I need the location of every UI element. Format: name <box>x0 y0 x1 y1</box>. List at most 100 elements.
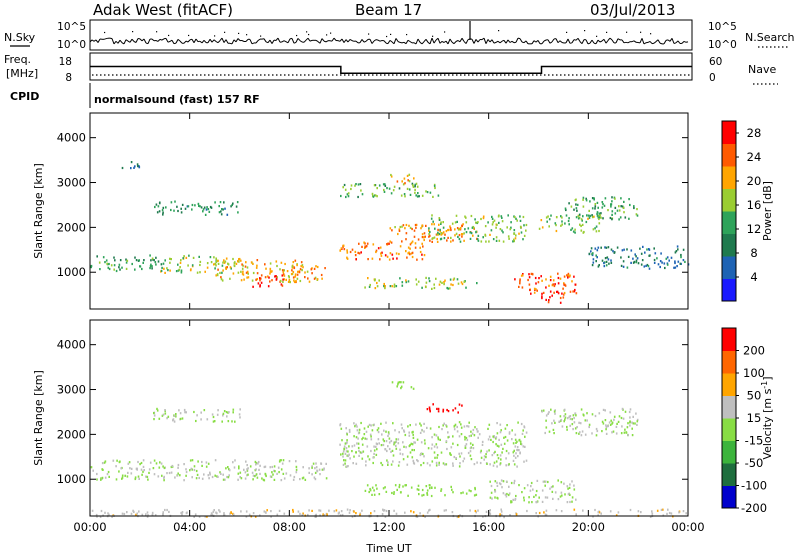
scatter-point <box>572 428 574 431</box>
scatter-point <box>108 475 110 478</box>
scatter-point <box>239 416 241 419</box>
scatter-point <box>564 418 566 421</box>
scatter-point <box>580 224 582 228</box>
scatter-point <box>191 264 194 267</box>
scatter-point <box>373 445 375 448</box>
scatter-point <box>125 258 127 261</box>
scatter-point <box>501 220 504 223</box>
scatter-point <box>595 434 598 437</box>
scatter-point <box>474 426 476 429</box>
scatter-point <box>282 472 285 475</box>
scatter-point <box>405 446 407 449</box>
scatter-point <box>112 459 115 462</box>
scatter-point <box>425 276 427 279</box>
scatter-point <box>629 203 631 207</box>
scatter-point <box>413 449 415 452</box>
scatter-point <box>549 487 551 490</box>
scatter-point <box>232 257 234 261</box>
noise-dot <box>104 31 106 34</box>
scatter-point <box>203 206 206 209</box>
scatter-point <box>601 420 604 423</box>
scatter-point <box>579 431 581 434</box>
scatter-point <box>574 427 577 430</box>
scatter-point <box>193 465 196 468</box>
scatter-point <box>623 248 625 251</box>
scatter-point <box>374 194 377 197</box>
scatter-point <box>646 263 649 267</box>
scatter-point <box>358 252 361 255</box>
scatter-point <box>161 266 163 269</box>
scatter-point <box>256 264 258 267</box>
scatter-point <box>563 282 565 285</box>
scatter-point <box>546 220 548 223</box>
scatter-point <box>356 442 358 445</box>
scatter-point <box>159 201 161 204</box>
scatter-point <box>496 432 499 435</box>
scatter-point <box>130 467 133 470</box>
scatter-point <box>223 201 225 204</box>
scatter-point <box>339 443 341 446</box>
noise-dot <box>306 31 308 33</box>
scatter-point <box>500 513 503 516</box>
scatter-point <box>477 221 479 224</box>
noise-panel-frame <box>89 19 693 51</box>
scatter-point <box>470 232 473 235</box>
scatter-point <box>246 270 249 273</box>
scatter-point <box>561 292 563 295</box>
scatter-point <box>577 214 580 217</box>
scatter-point <box>318 509 320 512</box>
scatter-point <box>498 221 500 224</box>
noise-segment <box>183 40 187 44</box>
scatter-point <box>232 272 235 275</box>
scatter-point <box>621 205 624 208</box>
scatter-point <box>388 437 391 440</box>
scatter-point <box>476 428 478 431</box>
scatter-point <box>383 429 385 432</box>
scatter-point <box>522 215 525 219</box>
noise-segment <box>593 42 597 45</box>
scatter-point <box>499 463 501 466</box>
scatter-point <box>548 218 551 221</box>
scatter-point <box>414 441 416 444</box>
scatter-point <box>456 425 458 429</box>
scatter-point <box>411 443 414 446</box>
scatter-point <box>344 452 347 455</box>
scatter-point <box>238 258 240 261</box>
scatter-point <box>321 277 323 280</box>
scatter-point <box>154 261 157 264</box>
scatter-point <box>489 233 491 236</box>
scatter-point <box>410 442 413 445</box>
scatter-point <box>403 430 406 433</box>
scatter-point <box>503 516 505 519</box>
scatter-point <box>173 209 175 212</box>
scatter-point <box>405 279 407 282</box>
scatter-point <box>666 256 669 259</box>
scatter-point <box>428 232 430 236</box>
scatter-point <box>520 274 523 277</box>
scatter-point <box>415 194 417 197</box>
scatter-point <box>217 259 219 262</box>
scatter-point <box>181 203 184 206</box>
scatter-point <box>563 408 566 411</box>
scatter-point <box>298 271 301 274</box>
scatter-point <box>468 435 471 438</box>
scatter-point <box>155 263 157 266</box>
scatter-point <box>628 217 630 220</box>
scatter-point <box>180 511 182 515</box>
scatter-point <box>637 262 640 265</box>
scatter-point <box>211 413 214 416</box>
scatter-point <box>677 248 679 251</box>
scatter-point <box>515 452 517 455</box>
scatter-point <box>591 214 593 217</box>
noise-segment <box>677 40 681 44</box>
scatter-point <box>457 411 459 414</box>
scatter-point <box>169 261 171 264</box>
scatter-point <box>247 467 249 470</box>
scatter-point <box>371 257 374 260</box>
noise-segment <box>341 38 345 43</box>
scatter-point <box>411 227 413 231</box>
noise-dot <box>188 34 190 37</box>
colorbar-segment <box>722 418 736 441</box>
scatter-point <box>588 216 591 219</box>
